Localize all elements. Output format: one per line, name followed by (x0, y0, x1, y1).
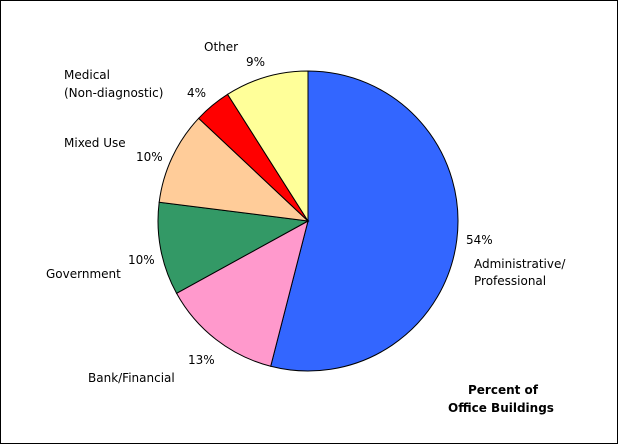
slice-label-administrative-line2: Professional (474, 274, 546, 288)
slice-label-bank: Bank/Financial (88, 371, 175, 385)
slice-label-other: Other (204, 40, 238, 54)
value-label-mixed-use: 10% (136, 150, 163, 164)
annotation-line2: Office Buildings (448, 401, 554, 415)
annotation-line1: Percent of (468, 383, 539, 397)
slice-label-mixed-use: Mixed Use (64, 136, 126, 150)
value-label-medical: 4% (187, 86, 206, 100)
value-label-other: 9% (246, 55, 265, 69)
pie-slices (157, 70, 459, 372)
pie-slice-other (226, 70, 309, 223)
slice-label-administrative-line1: Administrative/ (474, 257, 566, 271)
value-label-bank: 13% (188, 353, 215, 367)
pie-slice-bank (175, 220, 309, 367)
value-label-administrative: 54% (466, 233, 493, 247)
slice-label-medical-line1: Medical (64, 68, 110, 82)
pie-slice-government (157, 201, 310, 294)
pie-slice-mixed-use (158, 117, 310, 222)
pie-slice-administrative (270, 70, 459, 372)
slice-label-medical-line2: (Non-diagnostic) (64, 86, 163, 100)
slice-label-government: Government (46, 267, 121, 281)
value-label-government: 10% (128, 253, 155, 267)
